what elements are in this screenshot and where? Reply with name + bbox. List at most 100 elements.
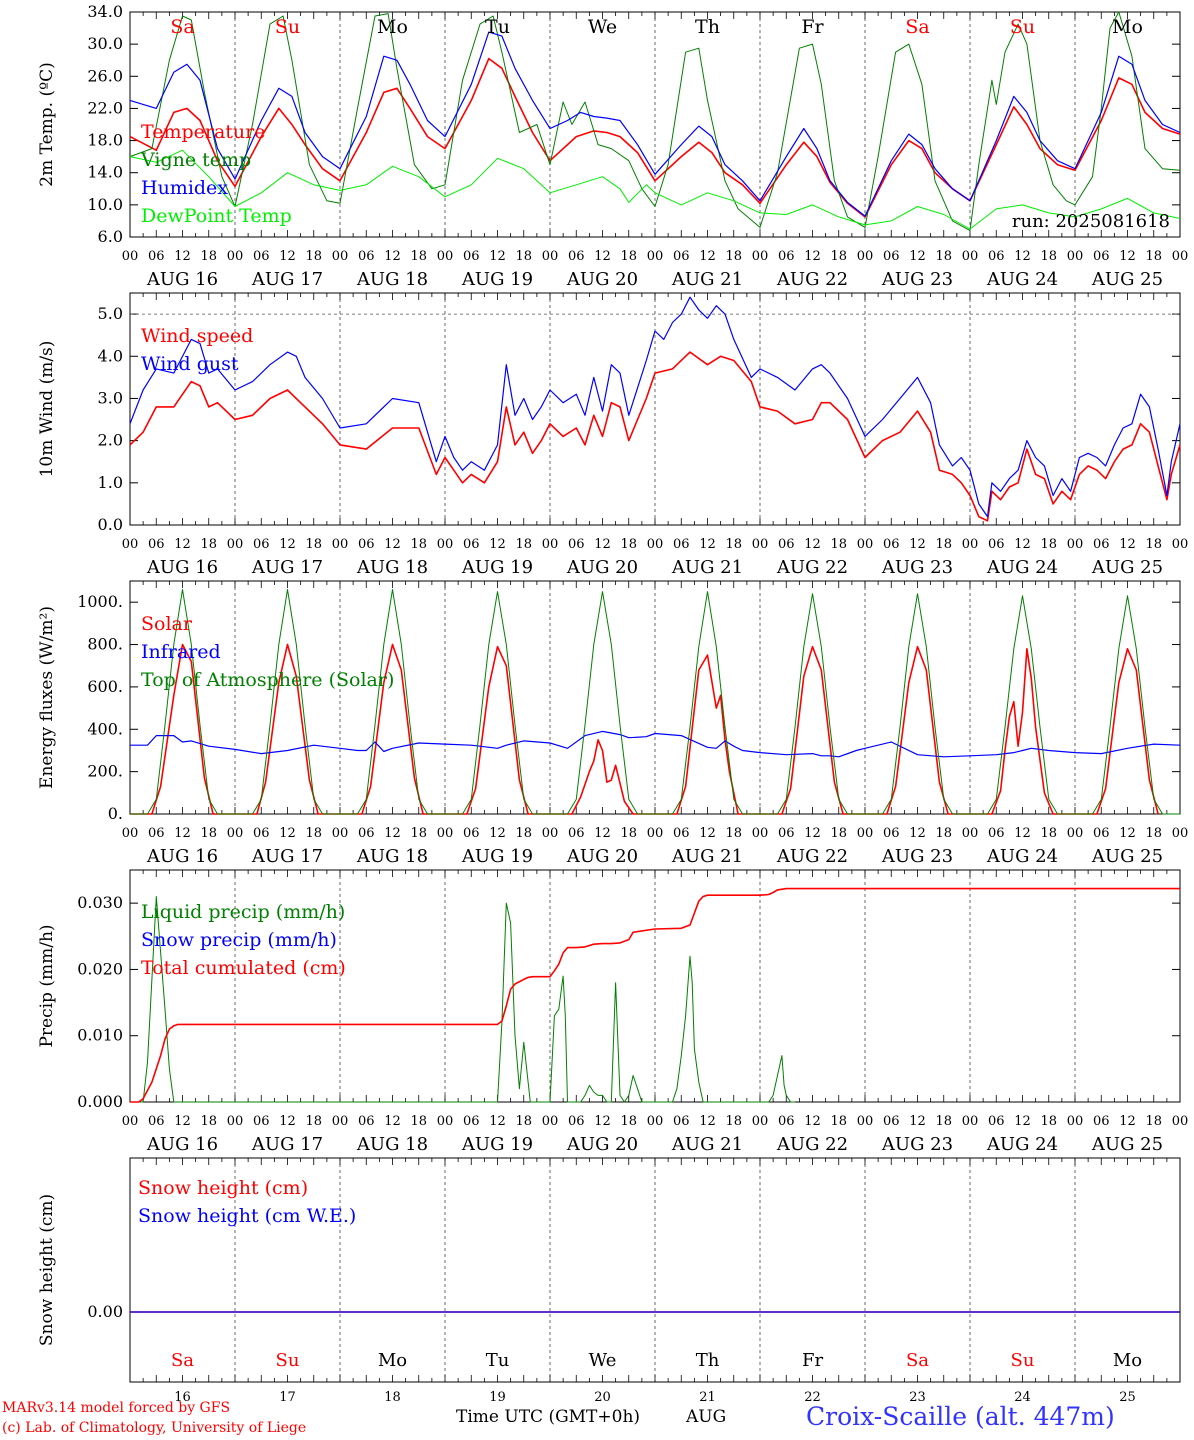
- hour-tick-label: 18: [1040, 1114, 1057, 1129]
- weekday-label: We: [589, 1350, 617, 1371]
- hour-tick-label: 18: [200, 1114, 217, 1129]
- legend-entry: Wind speed: [141, 325, 253, 347]
- hour-tick-label: 12: [384, 826, 401, 841]
- hour-tick-label: 12: [279, 826, 296, 841]
- series-line: [129, 149, 1181, 230]
- date-label: AUG 23: [881, 557, 953, 578]
- hour-tick-label: 06: [673, 537, 690, 552]
- legend-entry: Humidex: [141, 177, 228, 199]
- hour-tick-label: 00: [332, 1114, 349, 1129]
- hour-tick-label: 00: [752, 1114, 769, 1129]
- date-label: AUG 19: [461, 846, 533, 867]
- hour-tick-label: 12: [1014, 1114, 1031, 1129]
- hour-tick-label: 00: [1172, 1114, 1189, 1129]
- hour-tick-label: 18: [410, 1114, 427, 1129]
- hour-tick-label: 00: [962, 537, 979, 552]
- hour-tick-label: 12: [489, 537, 506, 552]
- hour-tick-label: 18: [1145, 1114, 1162, 1129]
- hour-tick-label: 00: [437, 826, 454, 841]
- series-line: [130, 896, 795, 1103]
- date-label: AUG 24: [986, 269, 1058, 290]
- hour-tick-label: 00: [962, 1114, 979, 1129]
- hour-tick-label: 00: [752, 826, 769, 841]
- hour-tick-label: 18: [935, 537, 952, 552]
- y-tick-label: 0.00: [87, 1302, 123, 1321]
- date-label: AUG 25: [1091, 557, 1163, 578]
- hour-tick-label: 12: [1119, 249, 1136, 264]
- date-label: AUG 17: [251, 846, 323, 867]
- date-label: AUG 23: [881, 1134, 953, 1155]
- y-tick-label: 18.0: [87, 131, 123, 150]
- legend-entry: Total cumulated (cm): [141, 957, 346, 979]
- series-line: [129, 351, 1181, 522]
- y-tick-label: 22.0: [87, 98, 123, 117]
- date-label: AUG 17: [251, 557, 323, 578]
- hour-tick-label: 06: [778, 1114, 795, 1129]
- y-tick-label: 3.0: [98, 388, 123, 407]
- date-label: AUG 21: [671, 1134, 743, 1155]
- hour-tick-label: 18: [305, 537, 322, 552]
- hour-tick-label: 06: [358, 537, 375, 552]
- hour-tick-label: 00: [1172, 249, 1189, 264]
- legend-entry: Wind gust: [141, 353, 239, 375]
- weekday-label: Sa: [905, 16, 929, 38]
- legend-entry: DewPoint Temp: [141, 205, 292, 227]
- hour-tick-label: 18: [620, 249, 637, 264]
- hour-tick-label: 12: [804, 537, 821, 552]
- hour-tick-label: 00: [647, 537, 664, 552]
- hour-tick-label: 06: [1093, 1114, 1110, 1129]
- hour-tick-label: 06: [988, 249, 1005, 264]
- hour-tick-label: 18: [620, 826, 637, 841]
- hour-tick-label: 00: [437, 1114, 454, 1129]
- hour-tick-label: 00: [1067, 249, 1084, 264]
- y-tick-label: 2.0: [98, 431, 123, 450]
- hour-tick-label: 00: [122, 249, 139, 264]
- y-axis-label: 10m Wind (m/s): [37, 341, 57, 478]
- model-credit: MARv3.14 model forced by GFS: [2, 1400, 231, 1416]
- series-line: [129, 11, 1181, 232]
- hour-tick-label: 06: [673, 826, 690, 841]
- hour-tick-label: 06: [253, 249, 270, 264]
- day-number-label: 16: [174, 1390, 191, 1405]
- hour-tick-label: 06: [673, 249, 690, 264]
- hour-tick-label: 18: [1145, 826, 1162, 841]
- date-label: AUG 21: [671, 557, 743, 578]
- hour-tick-label: 00: [332, 826, 349, 841]
- hour-tick-label: 12: [489, 249, 506, 264]
- hour-tick-label: 12: [174, 1114, 191, 1129]
- y-tick-label: 6.0: [98, 227, 123, 246]
- hour-tick-label: 18: [620, 537, 637, 552]
- date-label: AUG 20: [566, 1134, 638, 1155]
- legend-entry: Snow height (cm W.E.): [138, 1205, 356, 1227]
- hour-tick-label: 18: [410, 826, 427, 841]
- date-label: AUG 21: [671, 269, 743, 290]
- hour-tick-label: 06: [253, 537, 270, 552]
- hour-tick-label: 06: [463, 249, 480, 264]
- y-tick-label: 0.0: [98, 515, 123, 534]
- y-tick-label: 10.0: [87, 195, 123, 214]
- date-label: AUG 24: [986, 846, 1058, 867]
- hour-tick-label: 18: [305, 249, 322, 264]
- hour-tick-label: 06: [778, 826, 795, 841]
- copyright-credit: (c) Lab. of Climatology, University of L…: [2, 1420, 307, 1436]
- hour-tick-label: 06: [148, 826, 165, 841]
- hour-tick-label: 12: [1119, 537, 1136, 552]
- hour-tick-label: 18: [515, 826, 532, 841]
- hour-tick-label: 12: [1014, 249, 1031, 264]
- series-line: [130, 730, 1181, 758]
- weekday-label: Sa: [170, 16, 194, 38]
- hour-tick-label: 06: [883, 1114, 900, 1129]
- hour-tick-label: 00: [437, 249, 454, 264]
- weekday-label: Tu: [485, 16, 510, 38]
- hour-tick-label: 12: [699, 537, 716, 552]
- date-label: AUG 20: [566, 269, 638, 290]
- y-tick-label: 0.: [108, 804, 123, 823]
- weekday-label: Mo: [377, 16, 408, 38]
- hour-tick-label: 12: [909, 826, 926, 841]
- hour-tick-label: 12: [1119, 1114, 1136, 1129]
- hour-tick-label: 18: [725, 537, 742, 552]
- hour-tick-label: 00: [122, 1114, 139, 1129]
- legend-entry: Vigne temp: [140, 149, 251, 171]
- weekday-label: Th: [695, 16, 720, 38]
